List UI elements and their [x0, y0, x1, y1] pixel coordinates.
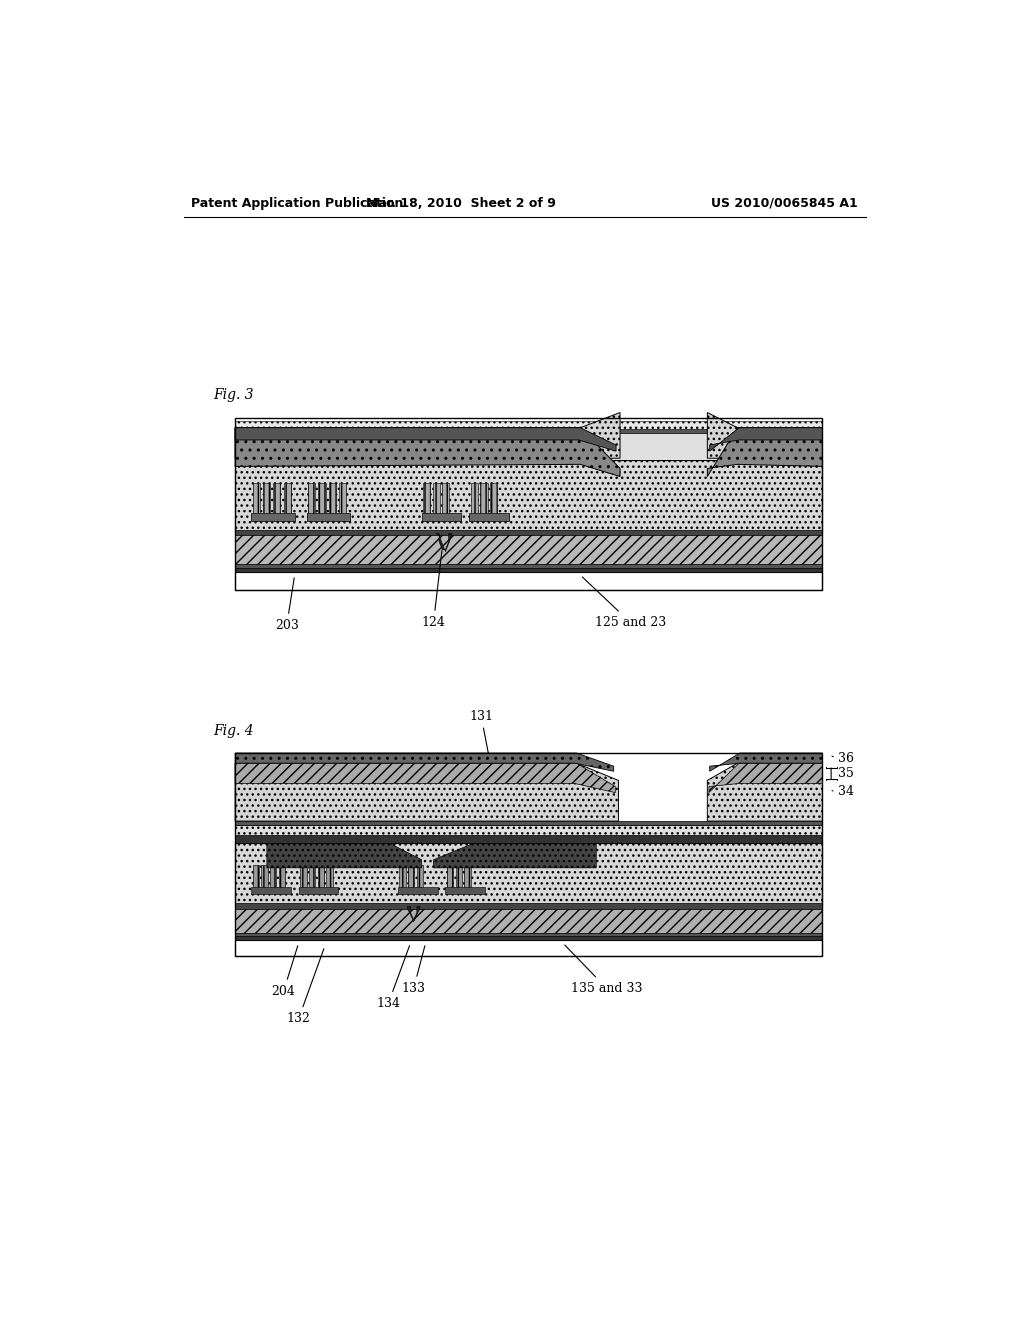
Bar	[306, 513, 350, 521]
Polygon shape	[408, 907, 420, 921]
Bar	[236, 572, 822, 590]
Text: 133: 133	[401, 945, 426, 995]
Bar	[251, 513, 295, 521]
Bar	[236, 903, 822, 908]
Text: 131: 131	[469, 710, 494, 754]
Text: 135 and 33: 135 and 33	[565, 945, 642, 995]
Bar	[397, 887, 437, 894]
Bar	[489, 483, 497, 513]
Polygon shape	[236, 763, 618, 821]
Text: 34: 34	[839, 785, 854, 799]
Bar	[236, 933, 822, 936]
Bar	[442, 483, 450, 513]
Bar	[469, 513, 509, 521]
Bar	[236, 568, 822, 572]
Text: Patent Application Publication: Patent Application Publication	[191, 197, 403, 210]
Bar	[339, 483, 346, 513]
Bar	[327, 865, 333, 887]
Polygon shape	[710, 752, 822, 771]
Bar	[236, 533, 822, 564]
Bar	[236, 533, 822, 564]
Bar	[273, 483, 281, 513]
Text: 204: 204	[271, 945, 298, 998]
Bar	[399, 865, 406, 887]
Polygon shape	[236, 763, 615, 792]
Text: 36: 36	[839, 751, 854, 764]
Bar	[279, 865, 285, 887]
Polygon shape	[433, 843, 596, 867]
Bar	[409, 865, 415, 887]
Polygon shape	[436, 533, 452, 552]
Bar	[423, 483, 430, 513]
Bar	[471, 483, 478, 513]
Bar	[251, 887, 291, 894]
Bar	[236, 752, 822, 956]
Polygon shape	[236, 752, 613, 771]
Bar	[299, 887, 338, 894]
Bar	[270, 865, 276, 887]
Polygon shape	[236, 428, 616, 451]
Polygon shape	[708, 763, 822, 821]
Text: Fig. 4: Fig. 4	[214, 723, 254, 738]
Bar	[263, 483, 270, 513]
Bar	[433, 483, 440, 513]
Bar	[236, 843, 822, 907]
Bar	[456, 865, 462, 887]
Text: Fig. 3: Fig. 3	[214, 388, 254, 403]
Bar	[300, 865, 306, 887]
Text: 125 and 23: 125 and 23	[583, 577, 666, 628]
Bar	[445, 887, 485, 894]
Text: 203: 203	[274, 578, 299, 632]
Bar	[236, 429, 822, 433]
Bar	[236, 825, 822, 836]
Polygon shape	[708, 428, 822, 477]
Bar	[236, 821, 822, 825]
Polygon shape	[708, 412, 822, 458]
Bar	[236, 461, 822, 533]
Text: US 2010/0065845 A1: US 2010/0065845 A1	[712, 197, 858, 210]
Bar	[308, 483, 315, 513]
Polygon shape	[236, 412, 620, 458]
Polygon shape	[710, 428, 822, 451]
Bar	[236, 564, 822, 568]
Bar	[236, 836, 822, 843]
Text: 134: 134	[376, 945, 410, 1010]
Bar	[309, 865, 315, 887]
Bar	[329, 483, 336, 513]
Bar	[261, 865, 267, 887]
Bar	[465, 865, 471, 887]
Bar	[317, 865, 324, 887]
Bar	[480, 483, 487, 513]
Bar	[318, 483, 326, 513]
Text: Mar. 18, 2010  Sheet 2 of 9: Mar. 18, 2010 Sheet 2 of 9	[367, 197, 556, 210]
Polygon shape	[709, 763, 822, 792]
Text: 35: 35	[839, 767, 854, 780]
Bar	[236, 421, 822, 429]
Bar	[447, 865, 454, 887]
Bar	[422, 513, 461, 521]
Bar	[253, 865, 259, 887]
Bar	[284, 483, 291, 513]
Bar	[236, 432, 822, 461]
Text: 132: 132	[287, 949, 324, 1026]
Bar	[236, 936, 822, 940]
Bar	[236, 417, 822, 590]
Bar	[236, 531, 822, 536]
Polygon shape	[236, 428, 620, 477]
Bar	[236, 940, 822, 956]
Text: 124: 124	[422, 550, 445, 628]
Polygon shape	[267, 843, 422, 867]
Bar	[253, 483, 260, 513]
Bar	[236, 907, 822, 933]
Bar	[417, 865, 423, 887]
